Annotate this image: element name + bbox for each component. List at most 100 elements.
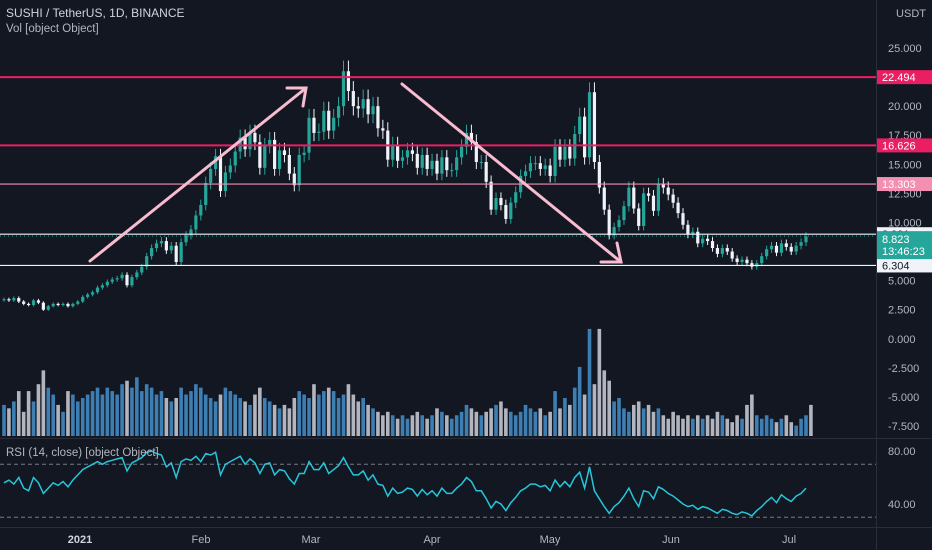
candle-body xyxy=(277,150,282,169)
volume-bar xyxy=(80,398,85,436)
candle-body xyxy=(405,150,410,158)
volume-bar xyxy=(607,380,611,436)
candle-body xyxy=(469,132,474,143)
volume-bar xyxy=(676,415,680,436)
time-axis-label: May xyxy=(540,534,561,546)
volume-bar xyxy=(558,408,562,436)
candle-body xyxy=(312,117,316,133)
candle-body xyxy=(671,194,675,203)
volume-bar xyxy=(297,391,302,436)
volume-bar xyxy=(789,422,794,436)
candle-body xyxy=(140,266,144,273)
volume-bar xyxy=(322,391,326,436)
volume-bar xyxy=(135,377,139,436)
volume-bar xyxy=(66,391,70,436)
volume-bar xyxy=(681,418,685,436)
level-tag-label: 16.626 xyxy=(882,140,916,152)
volume-bar xyxy=(548,411,552,436)
candle-body xyxy=(612,227,616,236)
volume-bar xyxy=(277,408,282,436)
candle-body xyxy=(696,231,700,244)
candle-body xyxy=(627,187,631,207)
volume-bar xyxy=(631,404,636,436)
volume-bar xyxy=(351,394,356,436)
candle-body xyxy=(159,241,164,244)
candle-body xyxy=(371,106,375,115)
candle-body xyxy=(302,152,306,156)
volume-bar xyxy=(504,408,508,436)
volume-bar xyxy=(759,418,764,436)
volume-bar xyxy=(508,411,513,436)
candle-body xyxy=(105,281,109,286)
volume-bar xyxy=(61,411,65,436)
volume-bar xyxy=(410,415,415,436)
volume-bar xyxy=(7,408,11,436)
candle-body xyxy=(523,171,528,176)
candle-body xyxy=(115,278,119,280)
countdown-label: 13:46:23 xyxy=(882,246,925,258)
volume-bar xyxy=(464,404,469,436)
volume-bar xyxy=(110,391,115,436)
candle-body xyxy=(489,181,493,210)
volume-bar xyxy=(341,394,346,436)
candle-body xyxy=(774,245,779,253)
volume-bar xyxy=(725,418,730,436)
candle-body xyxy=(233,151,237,166)
candle-body xyxy=(705,238,710,242)
volume-bar xyxy=(213,401,218,436)
level-tag xyxy=(877,70,932,85)
candle-body xyxy=(794,245,798,252)
volume-bar xyxy=(592,384,597,436)
volume-bar xyxy=(420,415,425,436)
volume-bar xyxy=(513,415,518,436)
volume-bar xyxy=(484,411,488,436)
candle-body xyxy=(204,182,208,206)
volume-bar xyxy=(474,411,479,436)
candle-body xyxy=(184,235,188,243)
price-axis-tick: 2.500 xyxy=(888,305,916,317)
candle-body xyxy=(228,165,232,173)
volume-bar xyxy=(159,391,164,436)
candle-body xyxy=(415,153,419,168)
volume-bar xyxy=(199,387,203,436)
candle-body xyxy=(27,303,31,306)
volume-bar xyxy=(602,370,607,436)
volume-bar xyxy=(381,415,385,436)
candle-body xyxy=(61,303,65,306)
candle-body xyxy=(740,259,744,263)
uptrend-arrow-shaft xyxy=(88,86,308,263)
candle-body xyxy=(676,202,680,214)
volume-bar xyxy=(16,391,21,436)
candle-body xyxy=(150,248,154,257)
candle-body xyxy=(12,298,16,301)
volume-bar xyxy=(71,394,75,436)
volume-bar xyxy=(243,401,247,436)
volume-bar xyxy=(745,404,749,436)
candle-body xyxy=(213,156,218,169)
downtrend-arrow-head xyxy=(599,241,623,264)
candle-body xyxy=(135,272,139,278)
volume-bar xyxy=(95,387,100,436)
candle-body xyxy=(410,150,414,154)
candle-body xyxy=(563,146,567,160)
candle-body xyxy=(169,245,173,251)
volume-bar xyxy=(651,411,656,436)
candle-body xyxy=(509,202,513,219)
volume-bar xyxy=(720,415,725,436)
candle-body xyxy=(450,170,454,172)
current-price-tag xyxy=(877,231,932,260)
volume-bar xyxy=(691,418,695,436)
candle-body xyxy=(199,205,203,216)
candle-body xyxy=(528,163,533,172)
candle-body xyxy=(484,161,488,182)
volume-bar xyxy=(366,404,370,436)
volume-bar xyxy=(115,394,119,436)
candle-body xyxy=(154,243,159,249)
volume-bar xyxy=(656,408,661,436)
volume-bar xyxy=(262,398,267,436)
uptrend-arrow-head xyxy=(285,86,308,108)
candle-body xyxy=(553,146,557,176)
candle-body xyxy=(455,157,459,171)
